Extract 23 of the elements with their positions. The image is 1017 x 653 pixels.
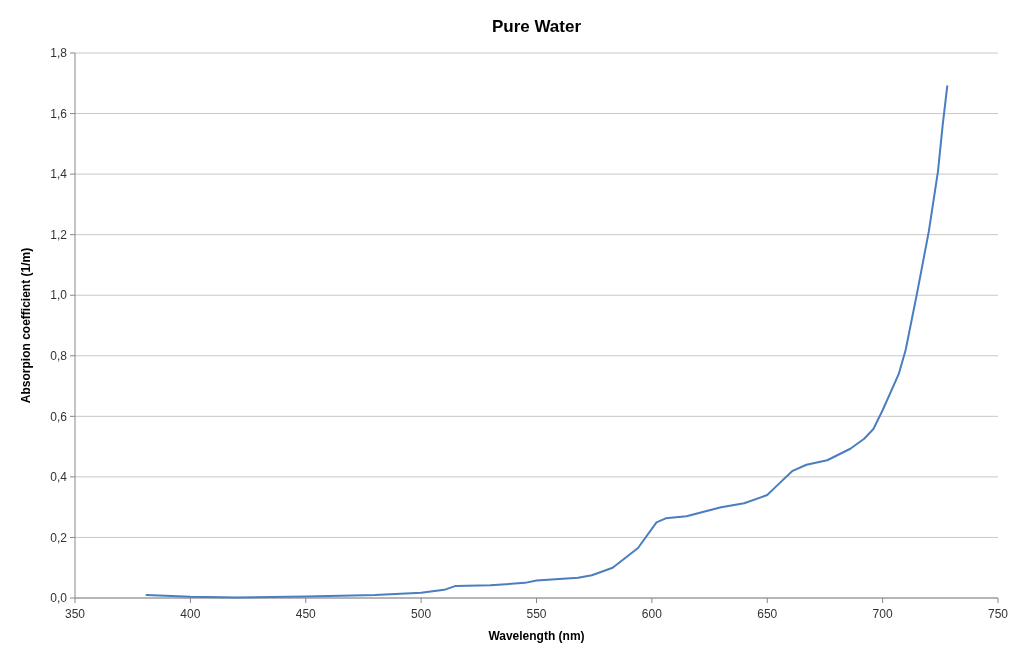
x-axis-title: Wavelength (nm) <box>488 629 585 643</box>
y-tick-label: 1,6 <box>50 106 68 121</box>
y-tick-label: 1,2 <box>50 227 68 242</box>
x-tick-label: 350 <box>64 607 86 621</box>
y-axis-title: Absorpion coefficient (1/m) <box>19 247 33 404</box>
y-tick-label: 1,4 <box>50 167 68 182</box>
x-tick-label: 500 <box>411 607 432 621</box>
x-tick-label: 700 <box>872 607 893 621</box>
y-tick-label: 0,2 <box>50 530 68 545</box>
y-tick-label: 0,8 <box>50 348 68 363</box>
y-tick-label: 0,6 <box>50 409 68 424</box>
y-tick-label: 1,8 <box>50 46 68 61</box>
x-tick-label: 750 <box>987 607 1009 621</box>
x-tick-label: 550 <box>526 607 547 621</box>
x-tick-label: 600 <box>641 607 663 621</box>
x-tick-label: 450 <box>295 607 317 621</box>
x-tick-label: 400 <box>180 607 201 621</box>
x-tick-label: 650 <box>757 607 778 621</box>
line-series <box>145 85 949 599</box>
chart-title: Pure Water <box>491 17 582 36</box>
y-tick-label: 0,0 <box>50 591 68 606</box>
y-tick-label: 1,0 <box>50 288 68 303</box>
y-tick-label: 0,4 <box>50 470 68 485</box>
